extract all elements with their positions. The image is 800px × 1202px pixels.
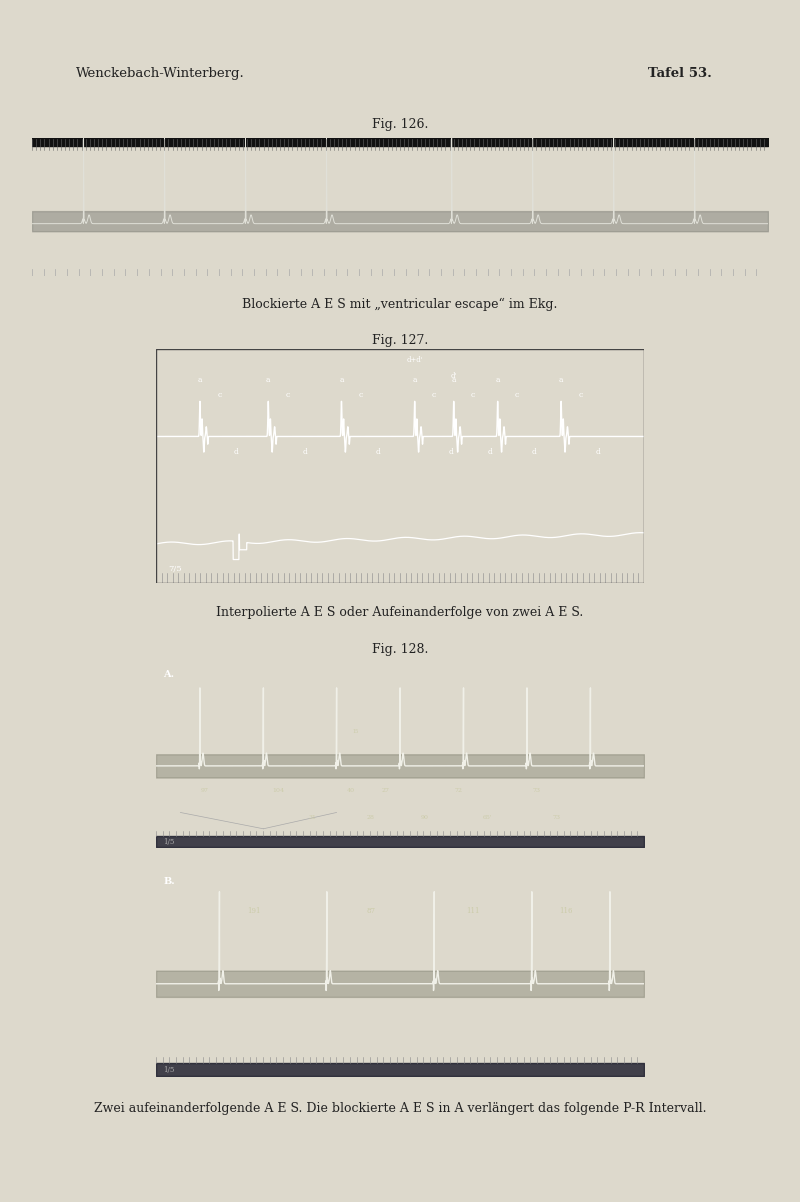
- Text: Zwei aufeinanderfolgende A E S. Die blockierte A E S in A verlängert das folgend: Zwei aufeinanderfolgende A E S. Die bloc…: [94, 1102, 706, 1115]
- Text: 90: 90: [421, 815, 429, 821]
- Text: Fig. 127.: Fig. 127.: [372, 334, 428, 347]
- Text: 72: 72: [454, 787, 462, 792]
- Text: c: c: [218, 392, 222, 399]
- Text: Fig. 126.: Fig. 126.: [372, 118, 428, 131]
- Text: a: a: [412, 376, 417, 383]
- Text: a: a: [339, 376, 344, 383]
- Text: a: a: [266, 376, 270, 383]
- Text: 1/5: 1/5: [163, 838, 174, 846]
- Text: A.: A.: [163, 671, 174, 679]
- Text: B.: B.: [163, 876, 175, 886]
- Text: Wenckebach-Winterberg.: Wenckebach-Winterberg.: [76, 67, 245, 81]
- Text: Blockierte A E S mit „ventricular escape“ im Ekg.: Blockierte A E S mit „ventricular escape…: [242, 298, 558, 311]
- Text: 27: 27: [382, 787, 390, 792]
- Text: 65': 65': [483, 815, 493, 821]
- Text: 104: 104: [272, 787, 284, 792]
- Text: d: d: [376, 448, 381, 456]
- Text: d: d: [595, 448, 600, 456]
- Text: 116: 116: [559, 906, 573, 915]
- Text: c: c: [432, 392, 436, 399]
- Text: a: a: [198, 376, 202, 383]
- Text: d: d: [488, 448, 493, 456]
- Text: d: d: [302, 448, 307, 456]
- Text: a: a: [451, 376, 456, 383]
- Text: a: a: [495, 376, 500, 383]
- Text: 111: 111: [466, 906, 480, 915]
- Text: d: d: [532, 448, 537, 456]
- Text: d: d: [234, 448, 239, 456]
- Text: 191: 191: [247, 906, 260, 915]
- Text: Fig. 128.: Fig. 128.: [372, 643, 428, 656]
- Text: 73: 73: [552, 815, 560, 821]
- Text: d: d: [449, 448, 454, 456]
- Text: 73: 73: [533, 787, 541, 792]
- Text: c: c: [286, 392, 290, 399]
- Text: 87: 87: [366, 906, 375, 915]
- Text: 40: 40: [347, 787, 355, 792]
- Text: 97: 97: [201, 787, 209, 792]
- Text: d+d': d+d': [406, 356, 423, 364]
- Text: c: c: [578, 392, 582, 399]
- Text: a: a: [558, 376, 563, 383]
- Text: Tafel 53.: Tafel 53.: [648, 67, 712, 81]
- Text: Interpolierte A E S oder Aufeinanderfolge von zwei A E S.: Interpolierte A E S oder Aufeinanderfolg…: [216, 606, 584, 619]
- Text: c: c: [515, 392, 519, 399]
- Text: d': d': [450, 371, 457, 380]
- Text: c: c: [359, 392, 363, 399]
- Text: c: c: [471, 392, 475, 399]
- Text: 7/5: 7/5: [168, 565, 182, 573]
- Text: 1/5: 1/5: [163, 1066, 174, 1073]
- Text: 15: 15: [353, 730, 359, 734]
- Text: 28: 28: [366, 815, 374, 821]
- Text: 31: 31: [308, 815, 316, 821]
